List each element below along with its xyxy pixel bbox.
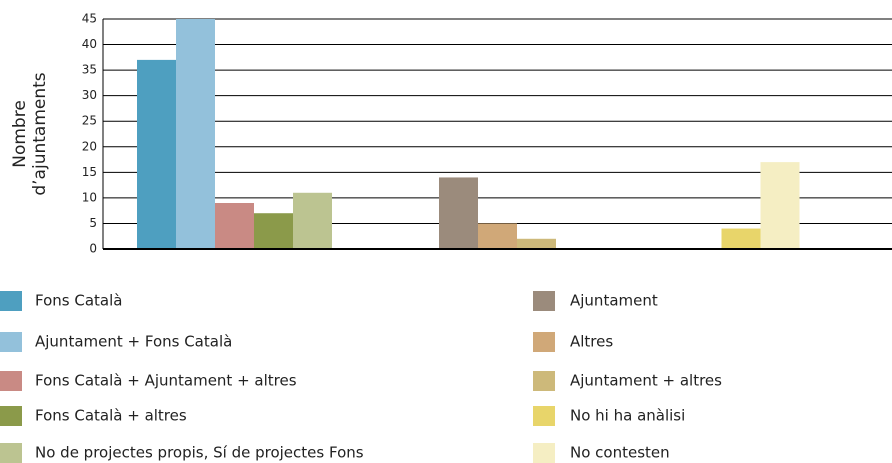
legend-swatch xyxy=(533,371,555,391)
legend-swatch xyxy=(0,406,22,426)
legend-swatch xyxy=(533,332,555,352)
legend-swatch xyxy=(0,371,22,391)
y-tick-label: 30 xyxy=(82,88,97,102)
bar xyxy=(721,228,761,249)
y-label-line: Nombre xyxy=(10,100,30,168)
y-tick-label: 5 xyxy=(89,216,97,230)
bar xyxy=(215,203,254,249)
y-axis-label: Nombre d’ajuntaments xyxy=(10,72,50,195)
legend-label: Fons Català + Ajuntament + altres xyxy=(35,372,297,390)
legend-swatch xyxy=(533,443,555,463)
legend-label: No de projectes propis, Sí de projectes … xyxy=(35,444,364,462)
bar xyxy=(254,213,293,249)
y-tick-label: 25 xyxy=(82,114,97,128)
bar xyxy=(293,192,332,249)
legend-label: Ajuntament + altres xyxy=(570,372,722,390)
legend-label: Altres xyxy=(570,333,613,351)
y-tick-label: 45 xyxy=(82,12,97,26)
legend-label: No hi ha anàlisi xyxy=(570,407,685,425)
bar xyxy=(517,238,556,249)
legend-label: No contesten xyxy=(570,444,670,462)
bar xyxy=(439,177,478,249)
bar xyxy=(760,162,800,249)
y-tick-label: 20 xyxy=(82,139,97,153)
bar xyxy=(176,19,215,249)
bar xyxy=(478,223,517,249)
legend-label: Fons Català xyxy=(35,292,122,310)
y-tick-label: 10 xyxy=(82,190,97,204)
y-label-line: d’ajuntaments xyxy=(30,72,50,195)
legend-swatch xyxy=(533,406,555,426)
y-tick-label: 15 xyxy=(82,165,97,179)
legend-swatch xyxy=(0,443,22,463)
legend-label: Fons Català + altres xyxy=(35,407,187,425)
legend-label: Ajuntament xyxy=(570,292,658,310)
y-tick-label: 40 xyxy=(82,37,97,51)
legend-swatch xyxy=(0,332,22,352)
y-tick-label: 0 xyxy=(89,242,97,256)
bar xyxy=(137,59,176,250)
legend-swatch xyxy=(0,291,22,311)
legend-label: Ajuntament + Fons Català xyxy=(35,333,232,351)
legend-swatch xyxy=(533,291,555,311)
y-tick-label: 35 xyxy=(82,63,97,77)
